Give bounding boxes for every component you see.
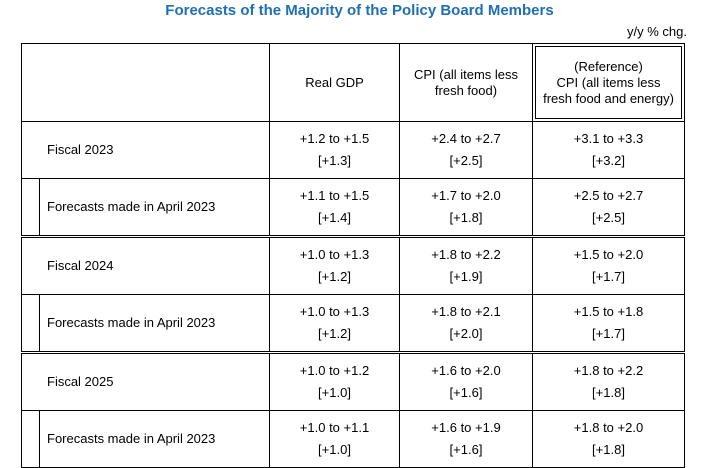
table-row: Fiscal 2023 +1.2 to +1.5 [+1.3] +2.4 to +… xyxy=(21,121,685,179)
cpi-median: [+1.6] xyxy=(449,442,483,457)
page-title: Forecasts of the Majority of the Policy … xyxy=(165,2,554,19)
unit-label: y/y % chg. xyxy=(627,24,687,39)
cpi-range: +1.6 to +2.0 xyxy=(431,363,501,378)
row-label: Forecasts made in April 2023 xyxy=(39,411,269,467)
header-cpi: CPI (all items less fresh food) xyxy=(399,43,533,122)
ref-cpi-range: +1.5 to +1.8 xyxy=(573,304,644,319)
row-label: Fiscal 2025 xyxy=(47,374,114,389)
gdp-range: +1.1 to +1.5 xyxy=(299,188,370,203)
ref-cpi-median: [+1.7] xyxy=(592,326,625,341)
row-label: Fiscal 2023 xyxy=(47,142,114,157)
gdp-median: [+1.2] xyxy=(318,326,351,341)
table-row: Forecasts made in April 2023 +1.1 to +1.… xyxy=(21,178,685,237)
gdp-median: [+1.3] xyxy=(318,153,351,168)
header-row: Real GDP CPI (all items less fresh food)… xyxy=(21,43,685,122)
ref-cpi-median: [+1.8] xyxy=(592,442,625,457)
ref-cpi-median: [+3.2] xyxy=(592,153,625,168)
header-cpi-line1: CPI (all items less xyxy=(413,66,519,82)
cpi-range: +2.4 to +2.7 xyxy=(431,131,501,146)
ref-cpi-range: +2.5 to +2.7 xyxy=(573,188,644,203)
ref-cpi-range: +3.1 to +3.3 xyxy=(573,131,644,146)
table-row: Fiscal 2024 +1.0 to +1.3 [+1.2] +1.8 to +… xyxy=(21,235,685,295)
cpi-range: +1.8 to +2.2 xyxy=(431,247,501,262)
gdp-range: +1.0 to +1.1 xyxy=(299,420,370,435)
cpi-median: [+1.9] xyxy=(449,269,483,284)
cpi-median: [+1.8] xyxy=(449,210,483,225)
header-ref-line2: CPI (all items less xyxy=(556,74,661,90)
cpi-range: +1.8 to +2.1 xyxy=(431,304,501,319)
gdp-median: [+1.0] xyxy=(318,385,351,400)
ref-cpi-range: +1.8 to +2.2 xyxy=(573,363,644,378)
header-reference-cpi: (Reference) CPI (all items less fresh fo… xyxy=(532,43,685,122)
ref-cpi-range: +1.8 to +2.0 xyxy=(573,420,644,435)
table-row: Forecasts made in April 2023 +1.0 to +1.… xyxy=(21,294,685,353)
header-corner-cell xyxy=(21,43,270,122)
gdp-median: [+1.0] xyxy=(318,442,351,457)
gdp-range: +1.2 to +1.5 xyxy=(299,131,370,146)
table-row: Fiscal 2025 +1.0 to +1.2 [+1.0] +1.6 to +… xyxy=(21,351,685,411)
row-label: Fiscal 2024 xyxy=(47,258,114,273)
header-ref-line3: fresh food and energy) xyxy=(543,90,674,106)
gdp-range: +1.0 to +1.3 xyxy=(299,304,370,319)
row-label: Forecasts made in April 2023 xyxy=(39,295,269,351)
ref-cpi-median: [+2.5] xyxy=(592,210,625,225)
header-ref-line1: (Reference) xyxy=(574,58,643,74)
ref-cpi-median: [+1.7] xyxy=(592,269,625,284)
cpi-median: [+2.5] xyxy=(449,153,483,168)
row-label: Forecasts made in April 2023 xyxy=(39,179,269,235)
cpi-median: [+2.0] xyxy=(449,326,483,341)
cpi-range: +1.7 to +2.0 xyxy=(431,188,501,203)
gdp-range: +1.0 to +1.3 xyxy=(299,247,370,262)
gdp-median: [+1.4] xyxy=(318,210,351,225)
ref-cpi-range: +1.5 to +2.0 xyxy=(573,247,644,262)
cpi-range: +1.6 to +1.9 xyxy=(431,420,501,435)
cpi-median: [+1.6] xyxy=(449,385,483,400)
forecast-table: Real GDP CPI (all items less fresh food)… xyxy=(21,43,685,468)
gdp-median: [+1.2] xyxy=(318,269,351,284)
header-cpi-line2: fresh food) xyxy=(434,82,498,98)
ref-cpi-median: [+1.8] xyxy=(592,385,625,400)
gdp-range: +1.0 to +1.2 xyxy=(299,363,370,378)
table-row: Forecasts made in April 2023 +1.0 to +1.… xyxy=(21,410,685,468)
header-real-gdp: Real GDP xyxy=(269,43,400,122)
